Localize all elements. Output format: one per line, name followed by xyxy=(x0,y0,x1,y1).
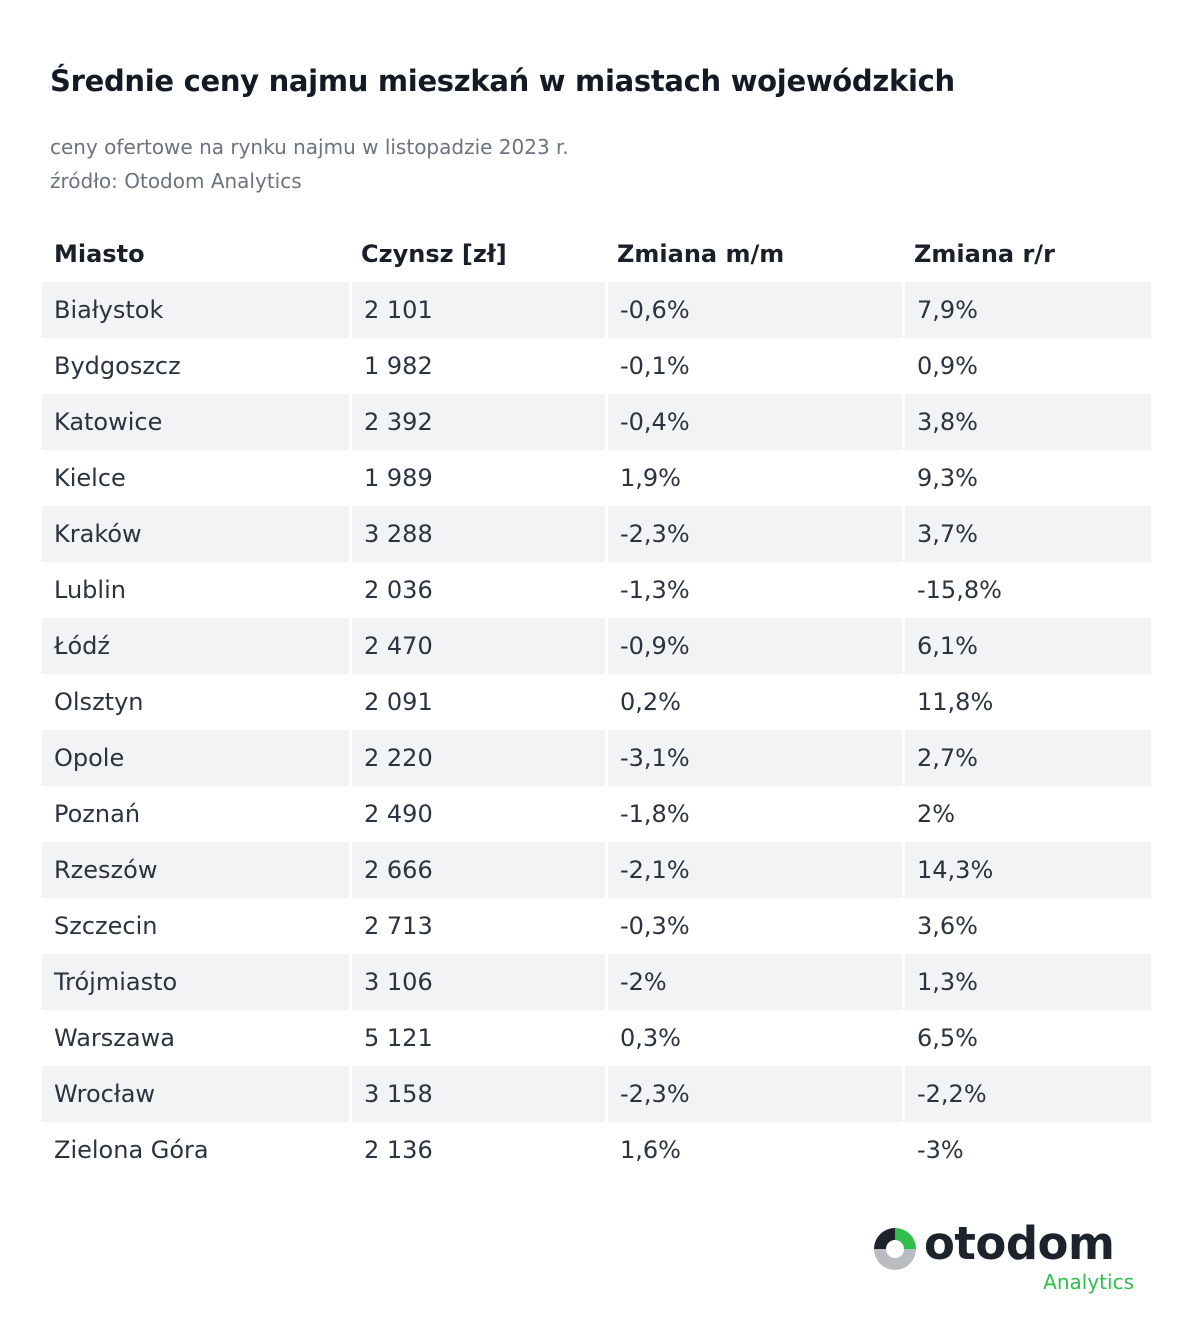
table-row: Katowice 2 392 -0,4% 3,8% xyxy=(42,394,1151,450)
table-row: Warszawa 5 121 0,3% 6,5% xyxy=(42,1010,1151,1066)
change-rr-cell: 3,6% xyxy=(902,898,1151,954)
logo-subtitle: Analytics xyxy=(1043,1270,1134,1294)
rent-table: Miasto Czynsz [zł] Zmiana m/m Zmiana r/r… xyxy=(42,226,1151,1178)
change-rr-cell: 3,7% xyxy=(902,506,1151,562)
city-cell: Bydgoszcz xyxy=(54,352,181,380)
change-rr-cell: 6,5% xyxy=(902,1010,1151,1066)
change-mm-cell: 0,2% xyxy=(605,674,902,730)
table-row: Łódź 2 470 -0,9% 6,1% xyxy=(42,618,1151,674)
city-cell: Olsztyn xyxy=(54,688,144,716)
table-row: Lublin 2 036 -1,3% -15,8% xyxy=(42,562,1151,618)
change-rr-cell: 3,8% xyxy=(902,394,1151,450)
change-mm-cell: -2% xyxy=(605,954,902,1010)
change-mm-cell: -0,3% xyxy=(605,898,902,954)
table-row: Zielona Góra 2 136 1,6% -3% xyxy=(42,1122,1151,1178)
change-mm-cell: -0,4% xyxy=(605,394,902,450)
city-cell: Lublin xyxy=(54,576,126,604)
table-header-row: Miasto Czynsz [zł] Zmiana m/m Zmiana r/r xyxy=(42,226,1151,282)
table-row: Szczecin 2 713 -0,3% 3,6% xyxy=(42,898,1151,954)
rent-cell: 2 392 xyxy=(349,394,605,450)
table-row: Poznań 2 490 -1,8% 2% xyxy=(42,786,1151,842)
column-header-change-mm: Zmiana m/m xyxy=(617,240,785,268)
change-rr-cell: 0,9% xyxy=(902,338,1151,394)
column-header-city: Miasto xyxy=(54,240,145,268)
change-mm-cell: -3,1% xyxy=(605,730,902,786)
city-cell: Katowice xyxy=(42,394,349,450)
otodom-analytics-logo: otodom Analytics xyxy=(872,1217,1134,1296)
rent-cell: 3 288 xyxy=(349,506,605,562)
change-rr-cell: 7,9% xyxy=(902,282,1151,338)
column-header-change-rr: Zmiana r/r xyxy=(914,240,1055,268)
table-row: Kraków 3 288 -2,3% 3,7% xyxy=(42,506,1151,562)
column-header-rent: Czynsz [zł] xyxy=(361,240,507,268)
rent-cell: 3 106 xyxy=(349,954,605,1010)
city-cell: Szczecin xyxy=(54,912,158,940)
table-row: Rzeszów 2 666 -2,1% 14,3% xyxy=(42,842,1151,898)
city-cell: Białystok xyxy=(42,282,349,338)
change-mm-cell: 0,3% xyxy=(605,1010,902,1066)
change-rr-cell: 14,3% xyxy=(902,842,1151,898)
change-mm-cell: -0,6% xyxy=(605,282,902,338)
table-row: Olsztyn 2 091 0,2% 11,8% xyxy=(42,674,1151,730)
change-mm-cell: 1,6% xyxy=(605,1122,902,1178)
rent-cell: 2 101 xyxy=(349,282,605,338)
rent-cell: 2 490 xyxy=(349,786,605,842)
logo-wordmark: otodom xyxy=(924,1217,1115,1270)
city-cell: Rzeszów xyxy=(42,842,349,898)
change-rr-cell: 11,8% xyxy=(902,674,1151,730)
table-row: Opole 2 220 -3,1% 2,7% xyxy=(42,730,1151,786)
rent-cell: 2 136 xyxy=(349,1122,605,1178)
city-cell: Wrocław xyxy=(42,1066,349,1122)
page-subtitle: ceny ofertowe na rynku najmu w listopadz… xyxy=(50,130,569,198)
table-row: Białystok 2 101 -0,6% 7,9% xyxy=(42,282,1151,338)
change-mm-cell: -2,3% xyxy=(605,506,902,562)
change-rr-cell: -15,8% xyxy=(902,562,1151,618)
rent-cell: 2 091 xyxy=(349,674,605,730)
city-cell: Łódź xyxy=(42,618,349,674)
change-mm-cell: -1,8% xyxy=(605,786,902,842)
city-cell: Trójmiasto xyxy=(42,954,349,1010)
page-title: Średnie ceny najmu mieszkań w miastach w… xyxy=(50,64,955,98)
table-row: Kielce 1 989 1,9% 9,3% xyxy=(42,450,1151,506)
subtitle-source: źródło: Otodom Analytics xyxy=(50,169,302,193)
rent-cell: 2 666 xyxy=(349,842,605,898)
rent-cell: 2 713 xyxy=(349,898,605,954)
change-rr-cell: 2,7% xyxy=(902,730,1151,786)
change-rr-cell: -2,2% xyxy=(902,1066,1151,1122)
change-rr-cell: 6,1% xyxy=(902,618,1151,674)
rent-cell: 2 220 xyxy=(349,730,605,786)
change-mm-cell: -2,3% xyxy=(605,1066,902,1122)
table-row: Trójmiasto 3 106 -2% 1,3% xyxy=(42,954,1151,1010)
change-rr-cell: -3% xyxy=(902,1122,1151,1178)
change-mm-cell: 1,9% xyxy=(605,450,902,506)
table-row: Wrocław 3 158 -2,3% -2,2% xyxy=(42,1066,1151,1122)
city-cell: Opole xyxy=(42,730,349,786)
table-row: Bydgoszcz 1 982 -0,1% 0,9% xyxy=(42,338,1151,394)
city-cell: Warszawa xyxy=(54,1024,175,1052)
rent-cell: 2 470 xyxy=(349,618,605,674)
city-cell: Kielce xyxy=(54,464,126,492)
city-cell: Poznań xyxy=(54,800,141,828)
change-mm-cell: -0,1% xyxy=(605,338,902,394)
change-rr-cell: 9,3% xyxy=(902,450,1151,506)
rent-cell: 3 158 xyxy=(349,1066,605,1122)
rent-cell: 1 982 xyxy=(349,338,605,394)
city-cell: Kraków xyxy=(42,506,349,562)
rent-cell: 5 121 xyxy=(349,1010,605,1066)
change-mm-cell: -1,3% xyxy=(605,562,902,618)
city-cell: Zielona Góra xyxy=(54,1136,209,1164)
change-mm-cell: -2,1% xyxy=(605,842,902,898)
change-rr-cell: 1,3% xyxy=(902,954,1151,1010)
change-mm-cell: -0,9% xyxy=(605,618,902,674)
rent-cell: 1 989 xyxy=(349,450,605,506)
change-rr-cell: 2% xyxy=(902,786,1151,842)
rent-cell: 2 036 xyxy=(349,562,605,618)
subtitle-description: ceny ofertowe na rynku najmu w listopadz… xyxy=(50,135,569,159)
otodom-logo-icon xyxy=(874,1228,916,1270)
